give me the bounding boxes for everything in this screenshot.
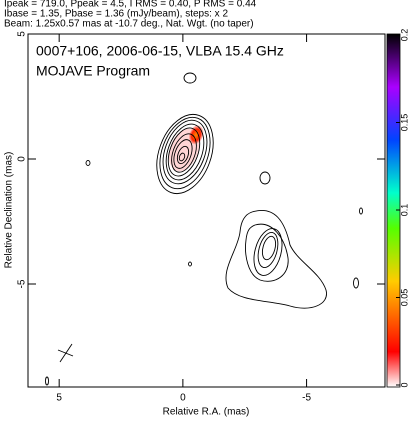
x-axis-label: Relative R.A. (mas)	[163, 407, 250, 418]
annotation: MOJAVE Program	[36, 63, 150, 79]
colorbar-tick-label: 0.05	[399, 289, 409, 307]
y-tick-label: 0	[17, 156, 28, 162]
colorbar-tick-label: 0.1	[399, 204, 409, 217]
header-line: Beam: 1.25x0.57 mas at -10.7 deg., Nat. …	[4, 19, 254, 30]
x-tick-label: 5	[56, 393, 62, 404]
contours	[45, 72, 363, 386]
y-tick-label: -5	[17, 279, 28, 288]
header-line: Ipeak = 719.0, Ppeak = 4.5, I RMS = 0.40…	[4, 0, 257, 10]
x-tick-label: -5	[302, 393, 311, 404]
x-tick-label: 0	[180, 393, 186, 404]
header-line: Ibase = 1.35, Pbase = 1.36 (mJy/beam), s…	[4, 9, 228, 20]
y-tick-label: 5	[17, 31, 28, 37]
colorbar-tick-label: 0.15	[399, 114, 409, 132]
y-axis-label: Relative Declination (mas)	[4, 152, 15, 269]
plot-frame	[27, 33, 386, 388]
colorbar-tick-label: 0	[399, 382, 409, 387]
annotation: 0007+106, 2006-06-15, VLBA 15.4 GHz	[36, 43, 284, 59]
colorbar-tick-label: 0.2	[399, 29, 409, 42]
